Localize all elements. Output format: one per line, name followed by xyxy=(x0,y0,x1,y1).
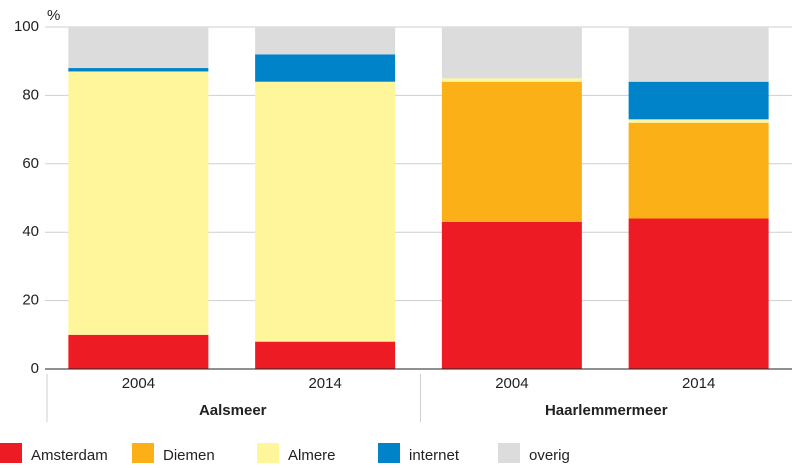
bar-segment xyxy=(628,27,769,82)
legend-label: overig xyxy=(529,447,570,464)
bar-segment xyxy=(441,27,582,79)
bar-segment xyxy=(628,81,769,120)
bar-segment xyxy=(255,81,396,342)
y-tick-label: 80 xyxy=(22,86,39,103)
y-tick-label: 100 xyxy=(14,18,39,35)
bar-segment xyxy=(441,221,582,369)
bar-segment xyxy=(441,81,582,222)
y-axis-label: % xyxy=(47,7,60,24)
group-label: Haarlemmermeer xyxy=(545,402,668,419)
legend-swatch xyxy=(257,443,279,463)
bar-segment xyxy=(255,54,396,82)
bar-segment xyxy=(628,119,769,123)
bar-segment xyxy=(441,78,582,82)
x-tick-label: 2004 xyxy=(495,375,528,392)
bar-segment xyxy=(255,27,396,55)
legend-swatch xyxy=(0,443,22,463)
legend-label: internet xyxy=(409,447,460,464)
legend-swatch xyxy=(378,443,400,463)
bar-segment xyxy=(68,68,209,72)
y-tick-label: 60 xyxy=(22,155,39,172)
y-tick-label: 40 xyxy=(22,223,39,240)
legend-swatch xyxy=(498,443,520,463)
bar-segment xyxy=(68,334,209,369)
y-tick-label: 0 xyxy=(31,360,39,377)
group-label: Aalsmeer xyxy=(199,402,267,419)
bar-segment xyxy=(628,218,769,369)
legend-label: Amsterdam xyxy=(31,447,108,464)
bar-segment xyxy=(68,27,209,69)
legend-swatch xyxy=(132,443,154,463)
bar-segment xyxy=(628,122,769,219)
x-tick-label: 2004 xyxy=(122,375,155,392)
bar-segment xyxy=(68,71,209,335)
x-tick-label: 2014 xyxy=(308,375,341,392)
legend-label: Almere xyxy=(288,447,336,464)
legend-label: Diemen xyxy=(163,447,215,464)
y-tick-label: 20 xyxy=(22,292,39,309)
x-tick-label: 2014 xyxy=(682,375,715,392)
bar-segment xyxy=(255,341,396,369)
